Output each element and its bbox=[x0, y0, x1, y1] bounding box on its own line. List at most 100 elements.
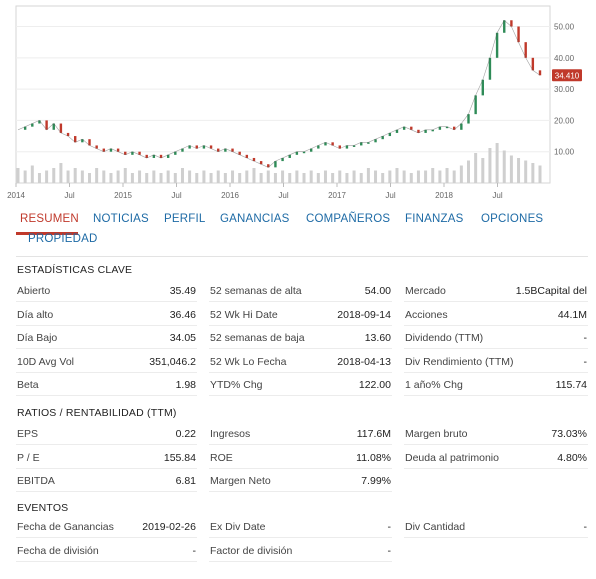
tab-ganancias[interactable]: GANANCIAS bbox=[220, 213, 290, 225]
tab-bar: RESUMEN NOTICIAS PERFIL GANANCIAS COMPAÑ… bbox=[16, 208, 586, 252]
price-candle bbox=[331, 142, 334, 146]
tab-companeros[interactable]: COMPAÑEROS bbox=[306, 213, 391, 225]
volume-bar bbox=[166, 170, 170, 183]
volume-bar bbox=[488, 148, 492, 183]
price-candle bbox=[23, 126, 27, 130]
row-divider bbox=[209, 395, 392, 396]
row-divider bbox=[209, 444, 392, 445]
volume-bar bbox=[517, 158, 521, 183]
row-divider bbox=[404, 348, 588, 349]
row-divider bbox=[404, 395, 588, 396]
price-candle bbox=[517, 26, 520, 43]
price-candle bbox=[510, 20, 513, 27]
volume-bar bbox=[416, 170, 420, 183]
volume-bar bbox=[295, 170, 299, 183]
row-divider bbox=[404, 371, 588, 373]
volume-bar bbox=[52, 168, 56, 183]
stat-label: 1 año% Chg bbox=[405, 379, 463, 391]
volume-bar bbox=[73, 168, 77, 183]
stat-value: - bbox=[583, 355, 588, 368]
x-tick-label: 2014 bbox=[7, 191, 25, 200]
price-candle bbox=[281, 157, 284, 162]
price-candle bbox=[238, 151, 241, 155]
volume-bar bbox=[209, 173, 213, 183]
volume-bar bbox=[466, 160, 470, 183]
stat-label: Margen bruto bbox=[405, 428, 468, 440]
tab-finanzas[interactable]: FINANZAS bbox=[405, 213, 464, 225]
volume-bar bbox=[345, 173, 349, 183]
volume-bar bbox=[445, 168, 449, 183]
x-tick-label: Jul bbox=[278, 191, 288, 200]
volume-bar bbox=[524, 160, 528, 183]
stat-label: Abierto bbox=[17, 285, 51, 297]
volume-bar bbox=[195, 173, 199, 183]
price-candle bbox=[495, 32, 499, 58]
stat-value: 7.99% bbox=[361, 475, 391, 487]
volume-bar bbox=[309, 170, 313, 183]
y-tick-label: 50.00 bbox=[554, 23, 575, 32]
price-candle bbox=[66, 132, 70, 137]
tab-perfil[interactable]: PERFIL bbox=[164, 213, 206, 225]
last-price-marker bbox=[552, 69, 582, 82]
row-divider bbox=[16, 301, 197, 302]
row-divider bbox=[16, 467, 197, 469]
stat-value: 0.22 bbox=[175, 428, 196, 440]
stat-value: 155.84 bbox=[163, 451, 196, 464]
price-candle bbox=[374, 139, 377, 143]
price-candle bbox=[88, 139, 91, 146]
price-candle bbox=[481, 79, 484, 96]
price-candle bbox=[524, 42, 527, 58]
price-candle bbox=[460, 123, 463, 130]
price-candle bbox=[381, 136, 384, 140]
row-divider bbox=[209, 348, 392, 349]
stat-label: 52 Wk Hi Date bbox=[210, 308, 278, 321]
stat-value: 2018-09-14 bbox=[337, 308, 391, 321]
price-candle bbox=[252, 157, 256, 162]
volume-bar bbox=[395, 168, 399, 183]
price-candle bbox=[424, 129, 427, 133]
tab-propiedad[interactable]: PROPIEDAD bbox=[28, 233, 98, 245]
price-candle bbox=[360, 142, 363, 146]
stat-label: Div Cantidad bbox=[405, 521, 466, 533]
volume-bar bbox=[231, 170, 235, 183]
chart-frame bbox=[15, 5, 551, 184]
x-tick-label: 2015 bbox=[114, 191, 132, 200]
volume-bar bbox=[502, 150, 506, 183]
price-chart[interactable]: 50.00 40.00 30.00 20.00 10.00 2014 Jul 2015 Jul 2… bbox=[0, 0, 596, 205]
key-stats-title: ESTADÍSTICAS CLAVE bbox=[17, 264, 133, 276]
volume-bar bbox=[366, 168, 370, 183]
stat-label: Acciones bbox=[405, 308, 448, 321]
last-price-label: 34.410 bbox=[555, 71, 580, 80]
row-divider bbox=[16, 491, 197, 492]
volume-bar bbox=[381, 173, 385, 183]
stat-label: 10D Avg Vol bbox=[17, 355, 75, 368]
price-candle bbox=[259, 161, 263, 165]
price-candle bbox=[288, 154, 291, 158]
volume-bar bbox=[388, 170, 392, 183]
stat-label: EPS bbox=[17, 428, 39, 440]
tab-resumen[interactable]: RESUMEN bbox=[20, 213, 79, 225]
price-candle bbox=[388, 132, 392, 137]
stat-value: 2018-04-13 bbox=[337, 355, 391, 368]
volume-bar bbox=[238, 173, 242, 183]
active-tab-indicator bbox=[16, 232, 78, 235]
volume-bar bbox=[538, 165, 542, 183]
volume-bar bbox=[509, 155, 513, 183]
price-candle bbox=[338, 145, 341, 149]
tab-opciones[interactable]: OPCIONES bbox=[481, 213, 544, 225]
stat-value: 4.80% bbox=[557, 451, 587, 464]
x-tick-label: 2016 bbox=[221, 191, 239, 200]
volume-bar bbox=[266, 170, 270, 183]
price-candle bbox=[417, 129, 420, 133]
stat-label: Deuda al patrimonio bbox=[405, 451, 499, 464]
volume-bar bbox=[531, 163, 535, 183]
price-candle bbox=[74, 136, 77, 143]
volume-bar bbox=[188, 170, 192, 183]
price-candle bbox=[188, 145, 191, 149]
tab-noticias[interactable]: NOTICIAS bbox=[93, 213, 149, 225]
stat-label: 52 semanas de alta bbox=[210, 285, 302, 297]
volume-bar bbox=[152, 170, 156, 183]
price-chart-svg: 50.00 40.00 30.00 20.00 10.00 2014 Jul 2015 Jul 2… bbox=[7, 5, 582, 200]
stat-label: YTD% Chg bbox=[210, 379, 263, 391]
stat-value: 44.1M bbox=[557, 308, 587, 321]
